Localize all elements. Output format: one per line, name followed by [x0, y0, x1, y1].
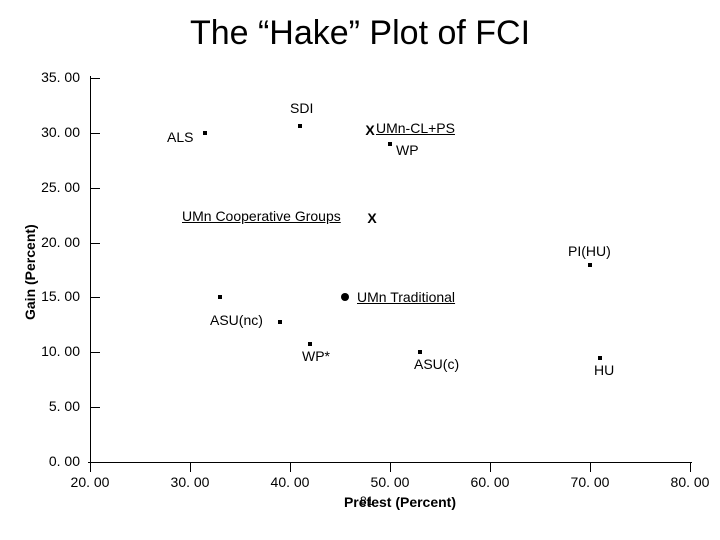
- data-point-umn-coop: X: [367, 211, 376, 225]
- y-axis-line: [90, 76, 91, 464]
- data-point-sdi: [298, 124, 302, 128]
- x-tick-label: 20. 00: [60, 474, 120, 490]
- data-point-wp-: [308, 342, 312, 346]
- x-tick-label: 50. 00: [360, 474, 420, 490]
- annotation-pi-hu-: PI(HU): [568, 243, 611, 259]
- y-tick-mark: [90, 297, 100, 298]
- y-tick-mark: [90, 243, 100, 244]
- page-number: 81: [360, 494, 373, 508]
- x-tick-mark: [190, 462, 191, 472]
- data-point-als: [203, 131, 207, 135]
- x-tick-mark: [490, 462, 491, 472]
- x-tick-mark: [90, 462, 91, 472]
- annotation-wp: WP: [396, 142, 419, 158]
- y-tick-mark: [90, 352, 100, 353]
- x-tick-label: 30. 00: [160, 474, 220, 490]
- y-tick-mark: [90, 133, 100, 134]
- y-tick-label: 30. 00: [32, 124, 80, 140]
- y-tick-mark: [90, 188, 100, 189]
- y-tick-label: 10. 00: [32, 343, 80, 359]
- annotation-als: ALS: [167, 129, 193, 145]
- annotation-asu-c-: ASU(c): [414, 356, 459, 372]
- slide: The “Hake” Plot of FCI Gain (Percent) Pr…: [0, 0, 720, 540]
- x-tick-mark: [590, 462, 591, 472]
- data-point-asu-c-: [418, 350, 422, 354]
- annotation-umn-trad: UMn Traditional: [357, 289, 455, 305]
- y-tick-mark: [90, 462, 100, 463]
- y-tick-mark: [90, 407, 100, 408]
- data-point-umn-trad: [341, 293, 349, 301]
- data-point-asu-nc-pt: [278, 320, 282, 324]
- y-tick-label: 5. 00: [32, 398, 80, 414]
- annotation-hu: HU: [594, 362, 614, 378]
- hake-plot: Gain (Percent) Pretest (Percent) 81 0. 0…: [0, 0, 720, 540]
- y-tick-label: 0. 00: [32, 453, 80, 469]
- x-tick-mark: [390, 462, 391, 472]
- y-tick-label: 25. 00: [32, 179, 80, 195]
- y-tick-mark: [90, 78, 100, 79]
- data-point-umn-cl-ps: X: [365, 123, 374, 137]
- x-tick-mark: [290, 462, 291, 472]
- data-point-pi-hu-: [588, 263, 592, 267]
- y-tick-label: 35. 00: [32, 69, 80, 85]
- x-tick-label: 60. 00: [460, 474, 520, 490]
- annotation-wp-: WP*: [302, 348, 330, 364]
- data-point-hu: [598, 356, 602, 360]
- annotation-umn-coop: UMn Cooperative Groups: [182, 208, 341, 224]
- y-tick-label: 20. 00: [32, 234, 80, 250]
- x-axis-label: Pretest (Percent): [320, 494, 480, 510]
- y-tick-label: 15. 00: [32, 288, 80, 304]
- annotation-umn-cl-ps: UMn-CL+PS: [376, 120, 455, 136]
- data-point-p15a: [218, 295, 222, 299]
- x-tick-label: 40. 00: [260, 474, 320, 490]
- x-tick-label: 80. 00: [660, 474, 720, 490]
- x-tick-label: 70. 00: [560, 474, 620, 490]
- data-point-wp: [388, 142, 392, 146]
- x-tick-mark: [690, 462, 691, 472]
- annotation-sdi: SDI: [290, 100, 313, 116]
- annotation-asu-nc-pt: ASU(nc): [210, 312, 263, 328]
